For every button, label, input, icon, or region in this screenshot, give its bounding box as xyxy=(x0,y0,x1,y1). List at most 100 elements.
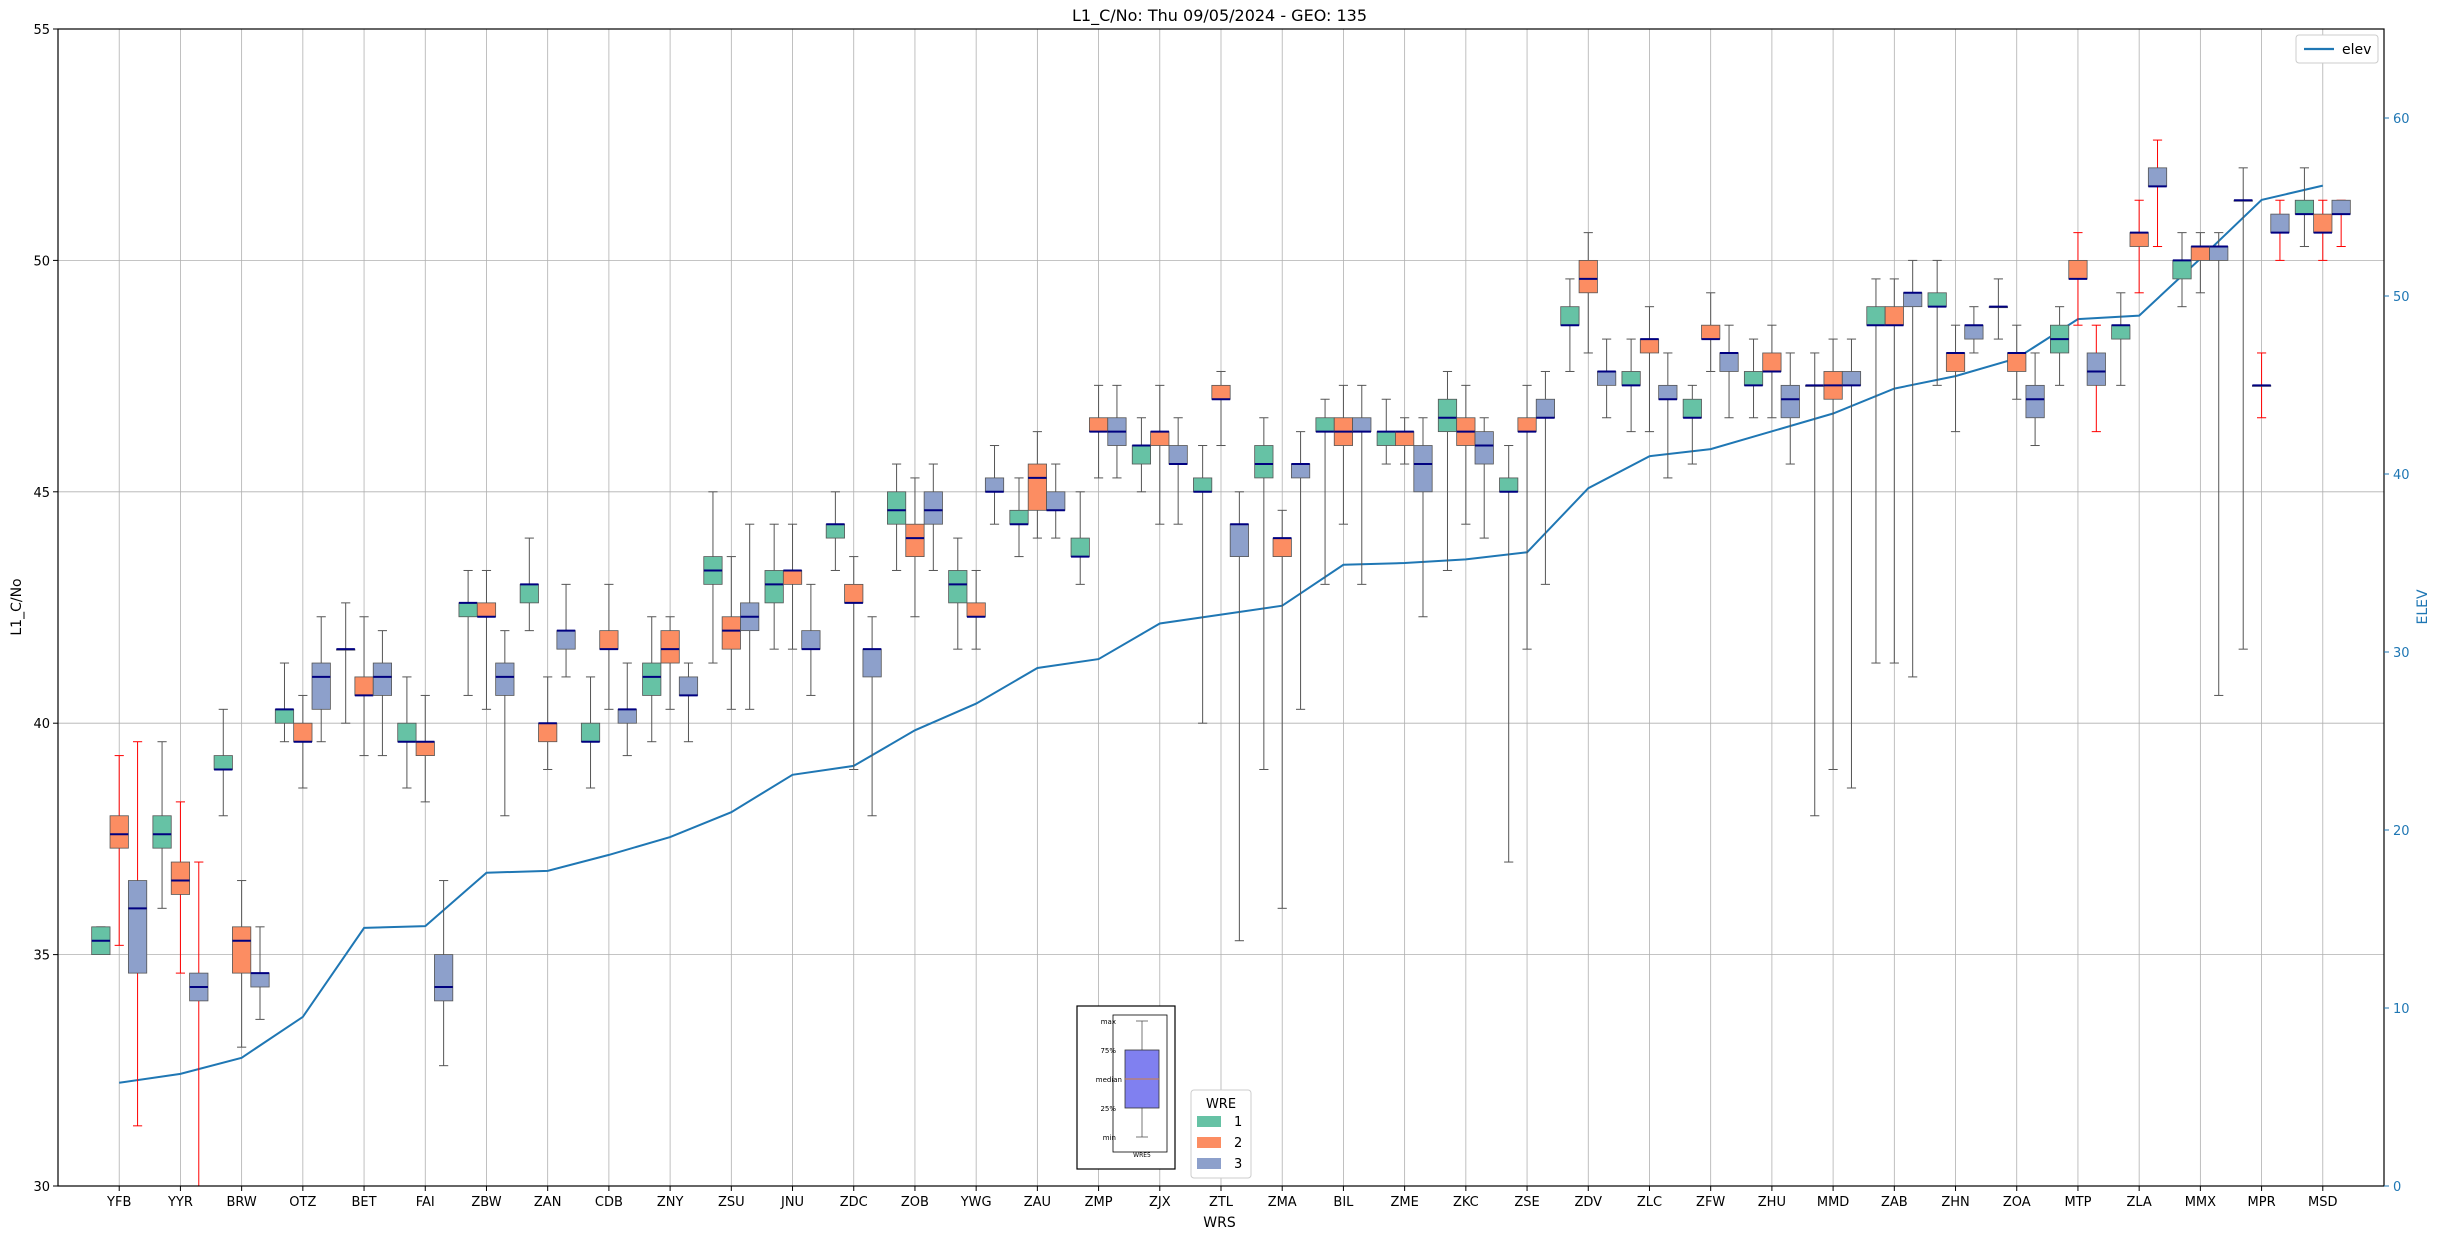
box-wre-2 xyxy=(844,556,864,770)
box-wre-3 xyxy=(2270,199,2290,261)
box-iqr xyxy=(1395,431,1415,446)
box-wre-1 xyxy=(764,523,784,650)
box-wre-3 xyxy=(556,583,576,678)
box-wre-1 xyxy=(2050,306,2070,386)
x-tick-label: FAI xyxy=(416,1195,435,1210)
box-wre-1 xyxy=(1070,491,1090,585)
box-wre-1 xyxy=(1131,417,1152,493)
box-iqr xyxy=(1762,352,1782,372)
wre-legend-label-2: 2 xyxy=(1234,1136,1242,1151)
box-iqr xyxy=(1621,371,1641,386)
box-wre-2 xyxy=(1945,324,1966,433)
box-wre-3 xyxy=(495,630,515,817)
box-wre-2 xyxy=(1823,338,1843,770)
box-iqr xyxy=(1743,371,1764,386)
box-iqr xyxy=(1413,445,1433,493)
y-axis-right: 0 10 20 30 40 50 60 xyxy=(2384,112,2410,1195)
x-tick-label: MSD xyxy=(2308,1195,2337,1210)
box-wre-3 xyxy=(617,662,637,757)
box-iqr xyxy=(1682,398,1702,419)
box-iqr xyxy=(1639,338,1660,354)
box-wre-2 xyxy=(476,569,497,710)
box-iqr xyxy=(1474,431,1494,465)
box-iqr xyxy=(721,616,741,650)
box-wre-3 xyxy=(1780,352,1800,465)
box-wre-1 xyxy=(1988,278,2008,340)
box-wre-2 xyxy=(2007,324,2027,400)
x-tick-label: BRW xyxy=(226,1195,256,1210)
box-wre-1 xyxy=(213,708,233,817)
box-iqr xyxy=(397,722,417,743)
box-iqr xyxy=(1964,324,1984,340)
box-wre-2 xyxy=(1701,292,1721,372)
box-wre-1 xyxy=(336,602,356,724)
box-wre-1 xyxy=(152,741,172,909)
y-tick-label: 30 xyxy=(33,1180,50,1195)
box-iqr xyxy=(660,630,680,664)
box-wre-2 xyxy=(1884,278,1904,664)
box-wre-2 xyxy=(170,801,191,974)
box-group xyxy=(91,139,2351,1186)
x-tick-label: ZBW xyxy=(471,1195,501,1210)
box-iqr xyxy=(476,602,497,618)
box-iqr xyxy=(617,708,637,724)
box-wre-1 xyxy=(274,662,295,743)
box-wre-1 xyxy=(580,676,601,789)
box-iqr xyxy=(1841,371,1862,386)
box-wre-2 xyxy=(538,676,558,770)
box-wre-1 xyxy=(519,537,539,632)
box-iqr xyxy=(250,972,270,988)
box-wre-3 xyxy=(1046,463,1066,539)
wre-legend-label-1: 1 xyxy=(1234,1115,1242,1130)
box-iqr xyxy=(1719,352,1739,372)
box-iqr xyxy=(1211,384,1231,400)
box-iqr xyxy=(1150,431,1170,446)
y-right-tick-label: 40 xyxy=(2393,468,2410,483)
box-iqr xyxy=(556,630,576,650)
box-wre-2 xyxy=(293,694,313,789)
box-wre-1 xyxy=(642,616,662,743)
box-wre-3 xyxy=(189,861,209,1186)
box-wre-1 xyxy=(703,491,723,664)
x-tick-label: JNU xyxy=(780,1195,804,1210)
box-iqr xyxy=(1046,491,1066,511)
x-tick-label: ZJX xyxy=(1149,1195,1171,1210)
x-tick-label: MMD xyxy=(1817,1195,1849,1210)
box-wre-3 xyxy=(250,926,270,1020)
box-wre-3 xyxy=(2331,199,2351,248)
box-iqr xyxy=(948,570,968,604)
box-iqr xyxy=(1517,417,1537,433)
box-wre-3 xyxy=(1352,384,1372,585)
box-wre-2 xyxy=(1762,324,1782,419)
box-iqr xyxy=(2294,199,2315,215)
wre-legend-frame xyxy=(1190,1089,1252,1179)
box-wre-3 xyxy=(2147,139,2168,248)
box-iqr xyxy=(2025,384,2045,419)
box-wre-3 xyxy=(862,616,882,817)
box-iqr xyxy=(1866,306,1886,326)
box-iqr xyxy=(1927,292,1947,308)
box-iqr xyxy=(1290,463,1311,479)
x-tick-label: ZDV xyxy=(1574,1195,1602,1210)
box-wre-2 xyxy=(1272,509,1292,909)
box-wre-3 xyxy=(1841,338,1862,789)
x-tick-label: ZMP xyxy=(1085,1195,1113,1210)
box-iqr xyxy=(152,815,172,849)
box-wre-1 xyxy=(1009,477,1029,558)
box-wre-2 xyxy=(1639,306,1660,433)
box-iqr xyxy=(1131,445,1152,465)
box-iqr xyxy=(2172,259,2192,280)
box-iqr xyxy=(1658,384,1678,400)
box-wre-2 xyxy=(1456,384,1476,525)
box-wre-1 xyxy=(2172,232,2192,308)
box-wre-3 xyxy=(1597,338,1617,419)
box-wre-2 xyxy=(1088,384,1109,479)
box-wre-1 xyxy=(825,491,845,571)
box-wre-3 xyxy=(1413,417,1433,618)
box-iqr xyxy=(372,662,392,696)
wre-legend-swatch-3 xyxy=(1197,1158,1221,1169)
y-axis-right-label: ELEV xyxy=(2415,589,2431,624)
box-wre-3 xyxy=(372,630,392,757)
box-iqr xyxy=(1070,537,1090,557)
